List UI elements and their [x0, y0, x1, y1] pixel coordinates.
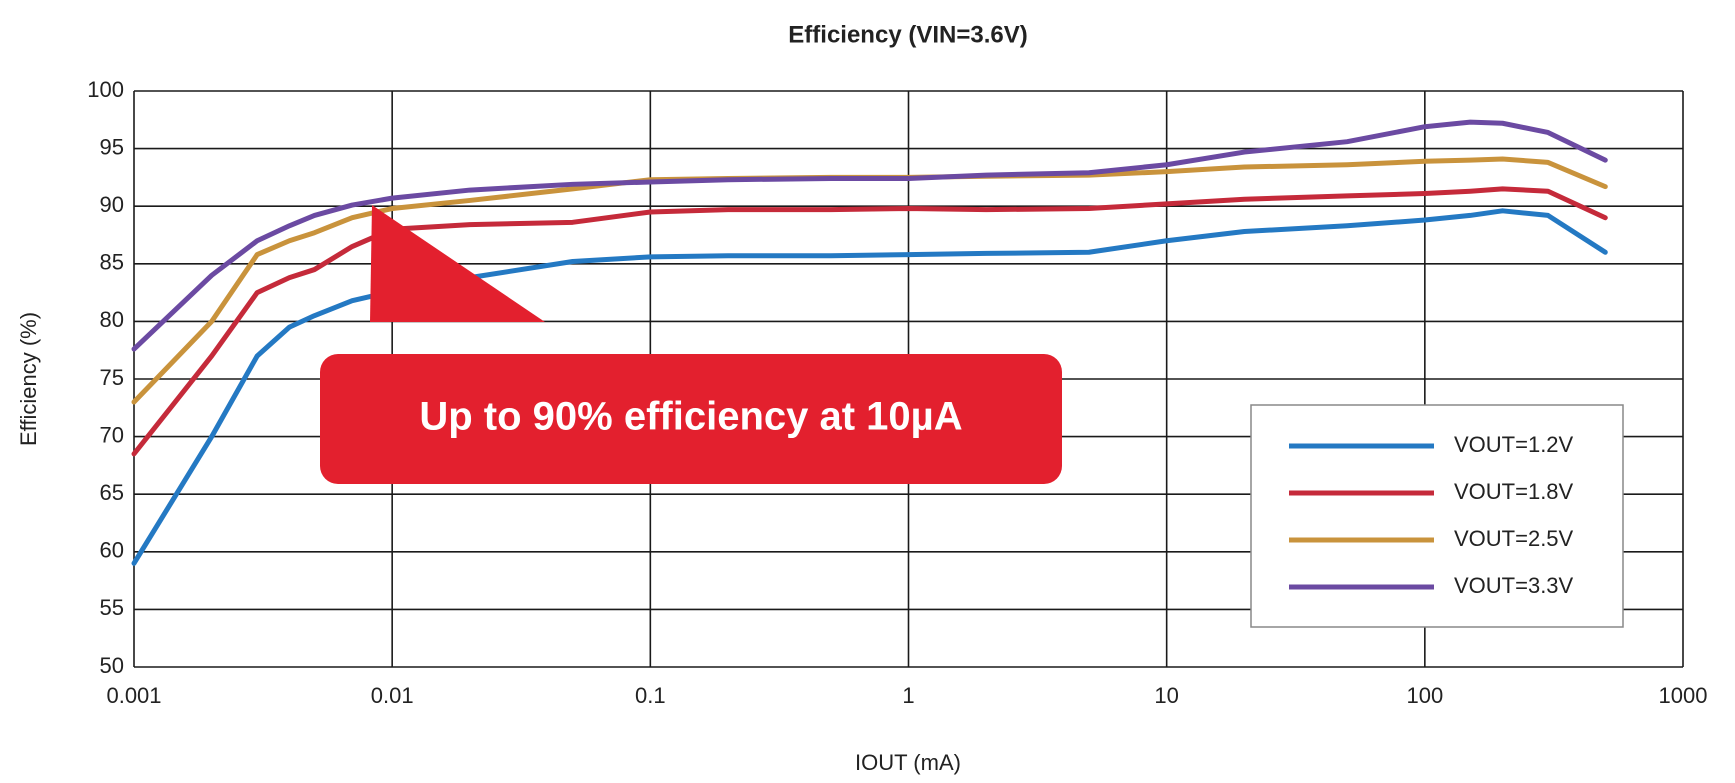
x-tick-label: 0.001	[106, 683, 161, 708]
y-tick-label: 50	[100, 653, 124, 678]
series-line	[131, 119, 1608, 352]
y-tick-label: 75	[100, 365, 124, 390]
x-tick-label: 100	[1406, 683, 1443, 708]
x-tick-label: 10	[1154, 683, 1178, 708]
y-tick-label: 100	[87, 77, 124, 102]
legend-box	[1250, 404, 1624, 628]
series-line	[131, 186, 1608, 457]
y-tick-label: 85	[100, 250, 124, 275]
x-tick-label: 1	[902, 683, 914, 708]
y-axis-label: Efficiency (%)	[16, 312, 41, 446]
legend-label: VOUT=1.2V	[1454, 432, 1574, 457]
y-tick-label: 95	[100, 134, 124, 159]
legend-label: VOUT=2.5V	[1454, 526, 1574, 551]
y-tick-label: 55	[100, 595, 124, 620]
annotation-pointer	[370, 205, 545, 322]
x-tick-label: 1000	[1659, 683, 1708, 708]
annotation-text: Up to 90% efficiency at 10µA	[419, 395, 962, 439]
series-line	[131, 208, 1608, 566]
x-axis-label: IOUT (mA)	[855, 750, 961, 775]
y-tick-label: 60	[100, 538, 124, 563]
y-tick-label: 70	[100, 422, 124, 447]
y-tick-label: 90	[100, 192, 124, 217]
x-tick-label: 0.01	[371, 683, 414, 708]
legend-label: VOUT=1.8V	[1454, 479, 1574, 504]
chart-title: Efficiency (VIN=3.6V)	[788, 21, 1027, 48]
x-tick-label: 0.1	[635, 683, 666, 708]
legend: VOUT=1.2V VOUT=1.8V VOUT=2.5V VOUT=3.3V	[1250, 404, 1624, 628]
y-tick-label: 65	[100, 480, 124, 505]
annotation: Up to 90% efficiency at 10µA	[320, 205, 1062, 484]
y-tick-label: 80	[100, 307, 124, 332]
legend-label: VOUT=3.3V	[1454, 573, 1574, 598]
annotation-box	[320, 354, 1062, 484]
